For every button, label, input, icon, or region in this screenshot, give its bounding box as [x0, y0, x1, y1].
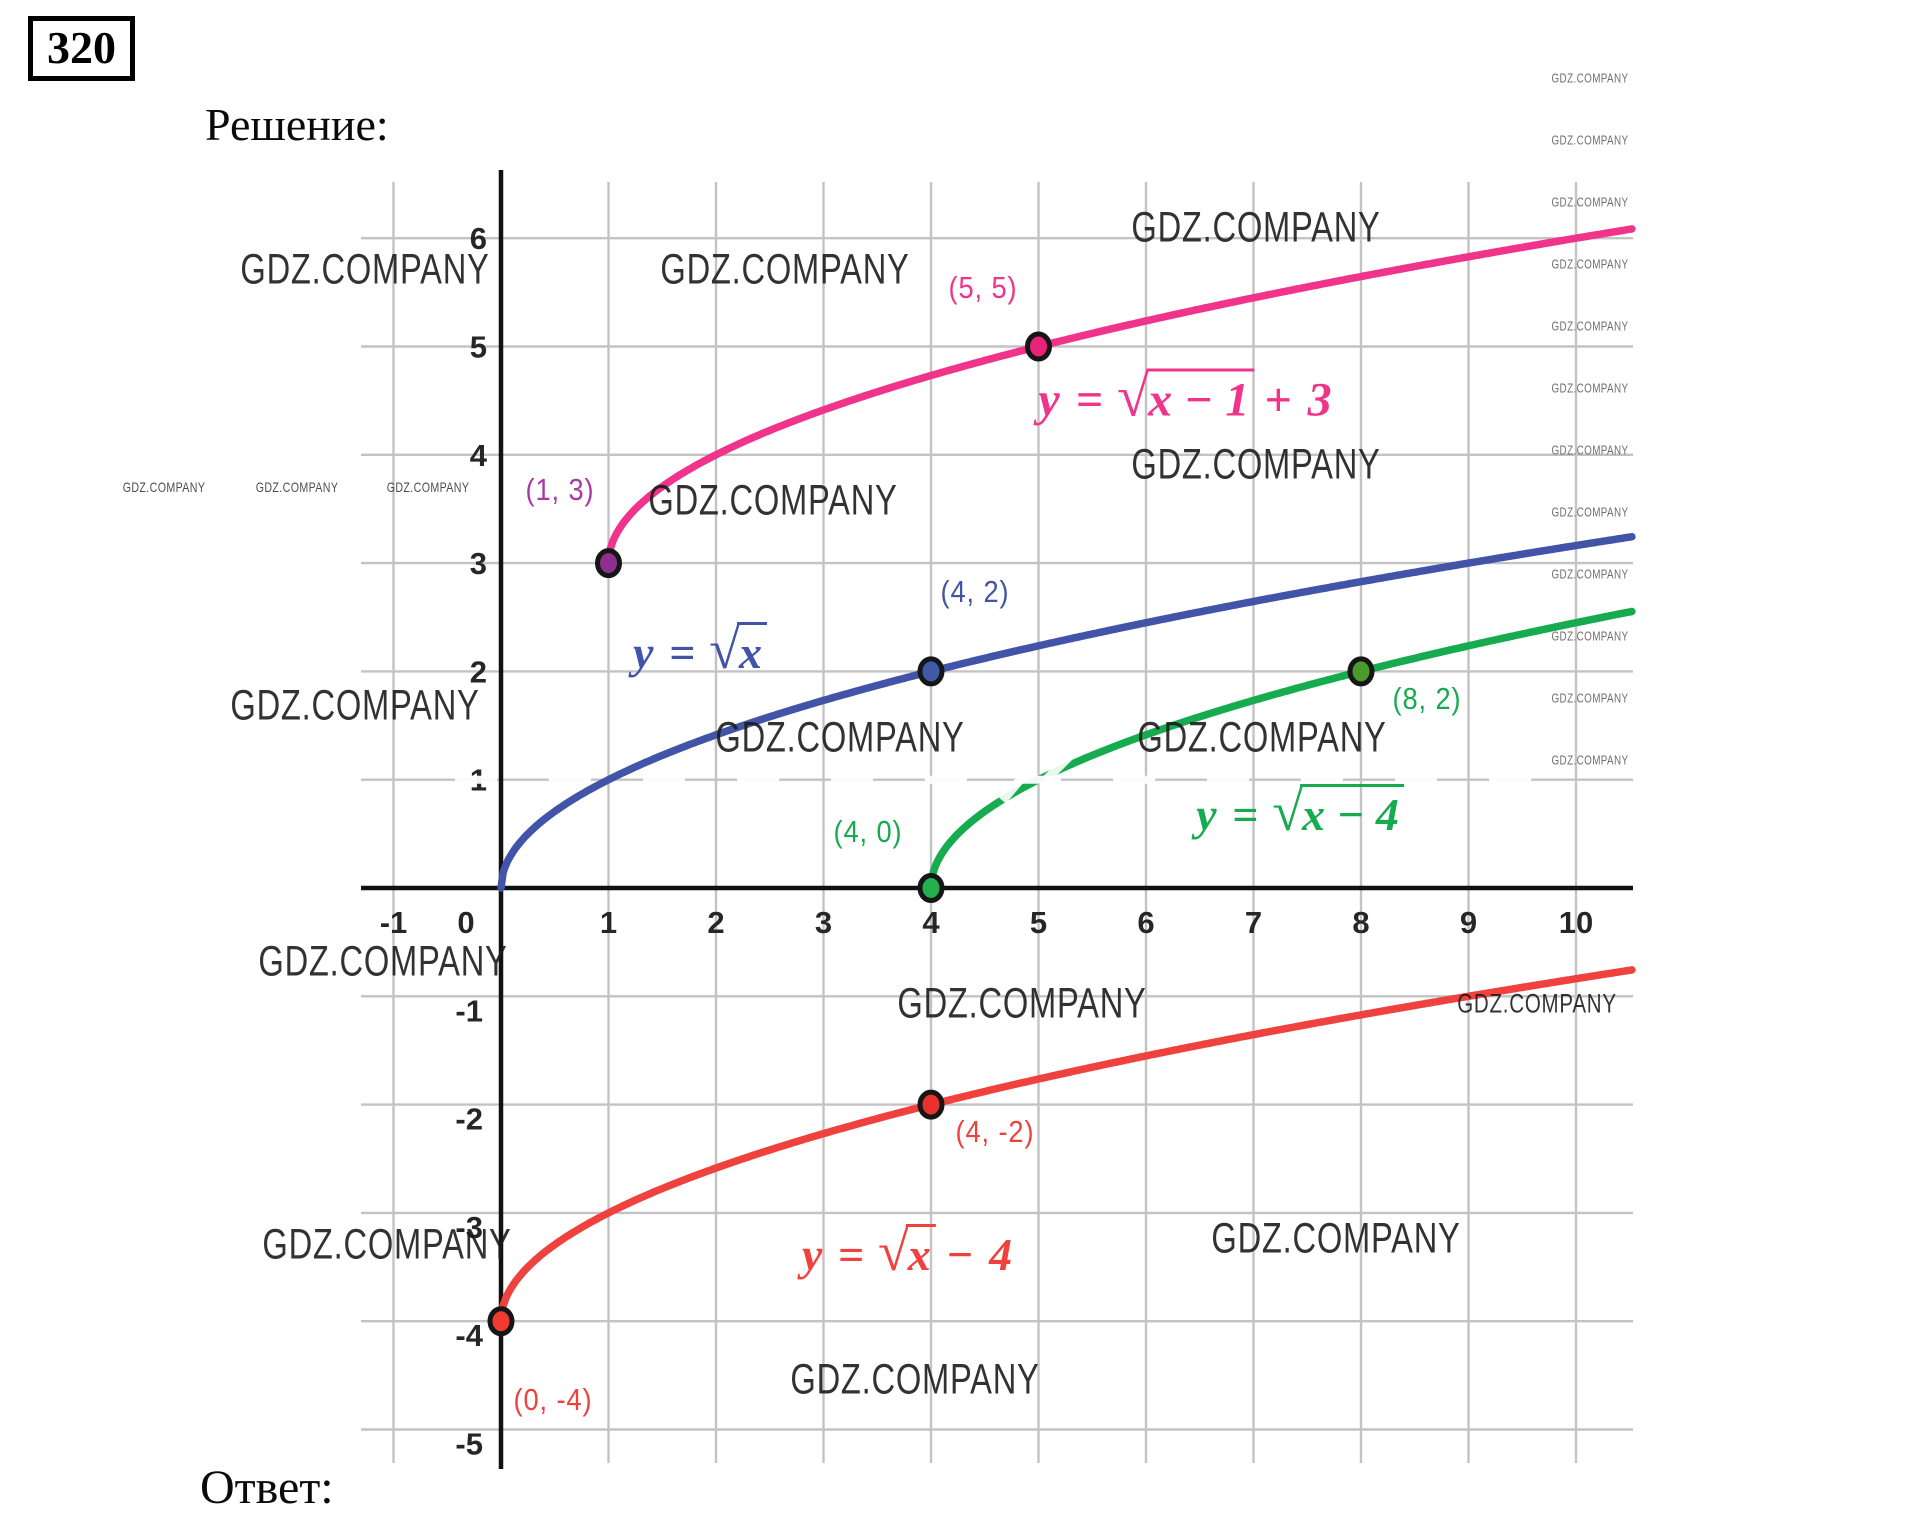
- y-tick-label: -2: [455, 1102, 483, 1137]
- curve-y-sqrt-x-whole-minus-4: [497, 966, 1636, 1325]
- point-marker-42: [917, 656, 945, 687]
- x-tick-label: 4: [922, 905, 940, 940]
- y-tick-label: -3: [455, 1210, 483, 1245]
- point-marker-0-4: [487, 1306, 515, 1337]
- curve-y-sqrt-x-minus-1-plus-3: [604, 225, 1636, 567]
- problem-number: 320: [28, 16, 135, 81]
- y-tick-label: 6: [470, 221, 487, 256]
- x-tick-label: 8: [1352, 905, 1369, 940]
- y-tick-label: 5: [470, 330, 487, 365]
- white-watermark-slash: [999, 767, 1032, 804]
- x-tick-label: 2: [707, 905, 724, 940]
- x-tick-label: 5: [1030, 905, 1047, 940]
- y-tick-label: -5: [455, 1427, 483, 1462]
- x-tick-label: 9: [1460, 905, 1477, 940]
- point-marker-13: [595, 548, 622, 579]
- x-tick-label: -1: [380, 905, 408, 940]
- y-tick-label: 4: [470, 438, 488, 473]
- point-marker-4-2: [917, 1089, 945, 1120]
- white-watermark-slash: [725, 690, 765, 719]
- x-tick-label: 10: [1559, 905, 1593, 940]
- point-marker-82: [1347, 656, 1375, 687]
- curve-y-sqrt-x: [497, 532, 1636, 892]
- answer-heading: Ответ:: [200, 1461, 334, 1514]
- x-tick-label: 7: [1245, 905, 1262, 940]
- white-watermark-slash: [621, 730, 660, 761]
- x-tick-label: 1: [600, 905, 617, 940]
- y-tick-label: 2: [470, 654, 487, 689]
- y-tick-label: -1: [455, 993, 483, 1028]
- white-watermark-slash: [1043, 748, 1078, 783]
- point-marker-40: [917, 873, 945, 903]
- x-tick-label: 0: [457, 905, 474, 940]
- y-tick-label: 3: [470, 546, 487, 581]
- y-tick-label: -4: [455, 1318, 483, 1353]
- solution-heading: Решение:: [205, 99, 389, 150]
- x-tick-label: 6: [1137, 905, 1154, 940]
- point-marker-55: [1025, 331, 1052, 362]
- curve-y-sqrt-x-minus-4: [927, 607, 1636, 892]
- x-tick-label: 3: [815, 905, 832, 940]
